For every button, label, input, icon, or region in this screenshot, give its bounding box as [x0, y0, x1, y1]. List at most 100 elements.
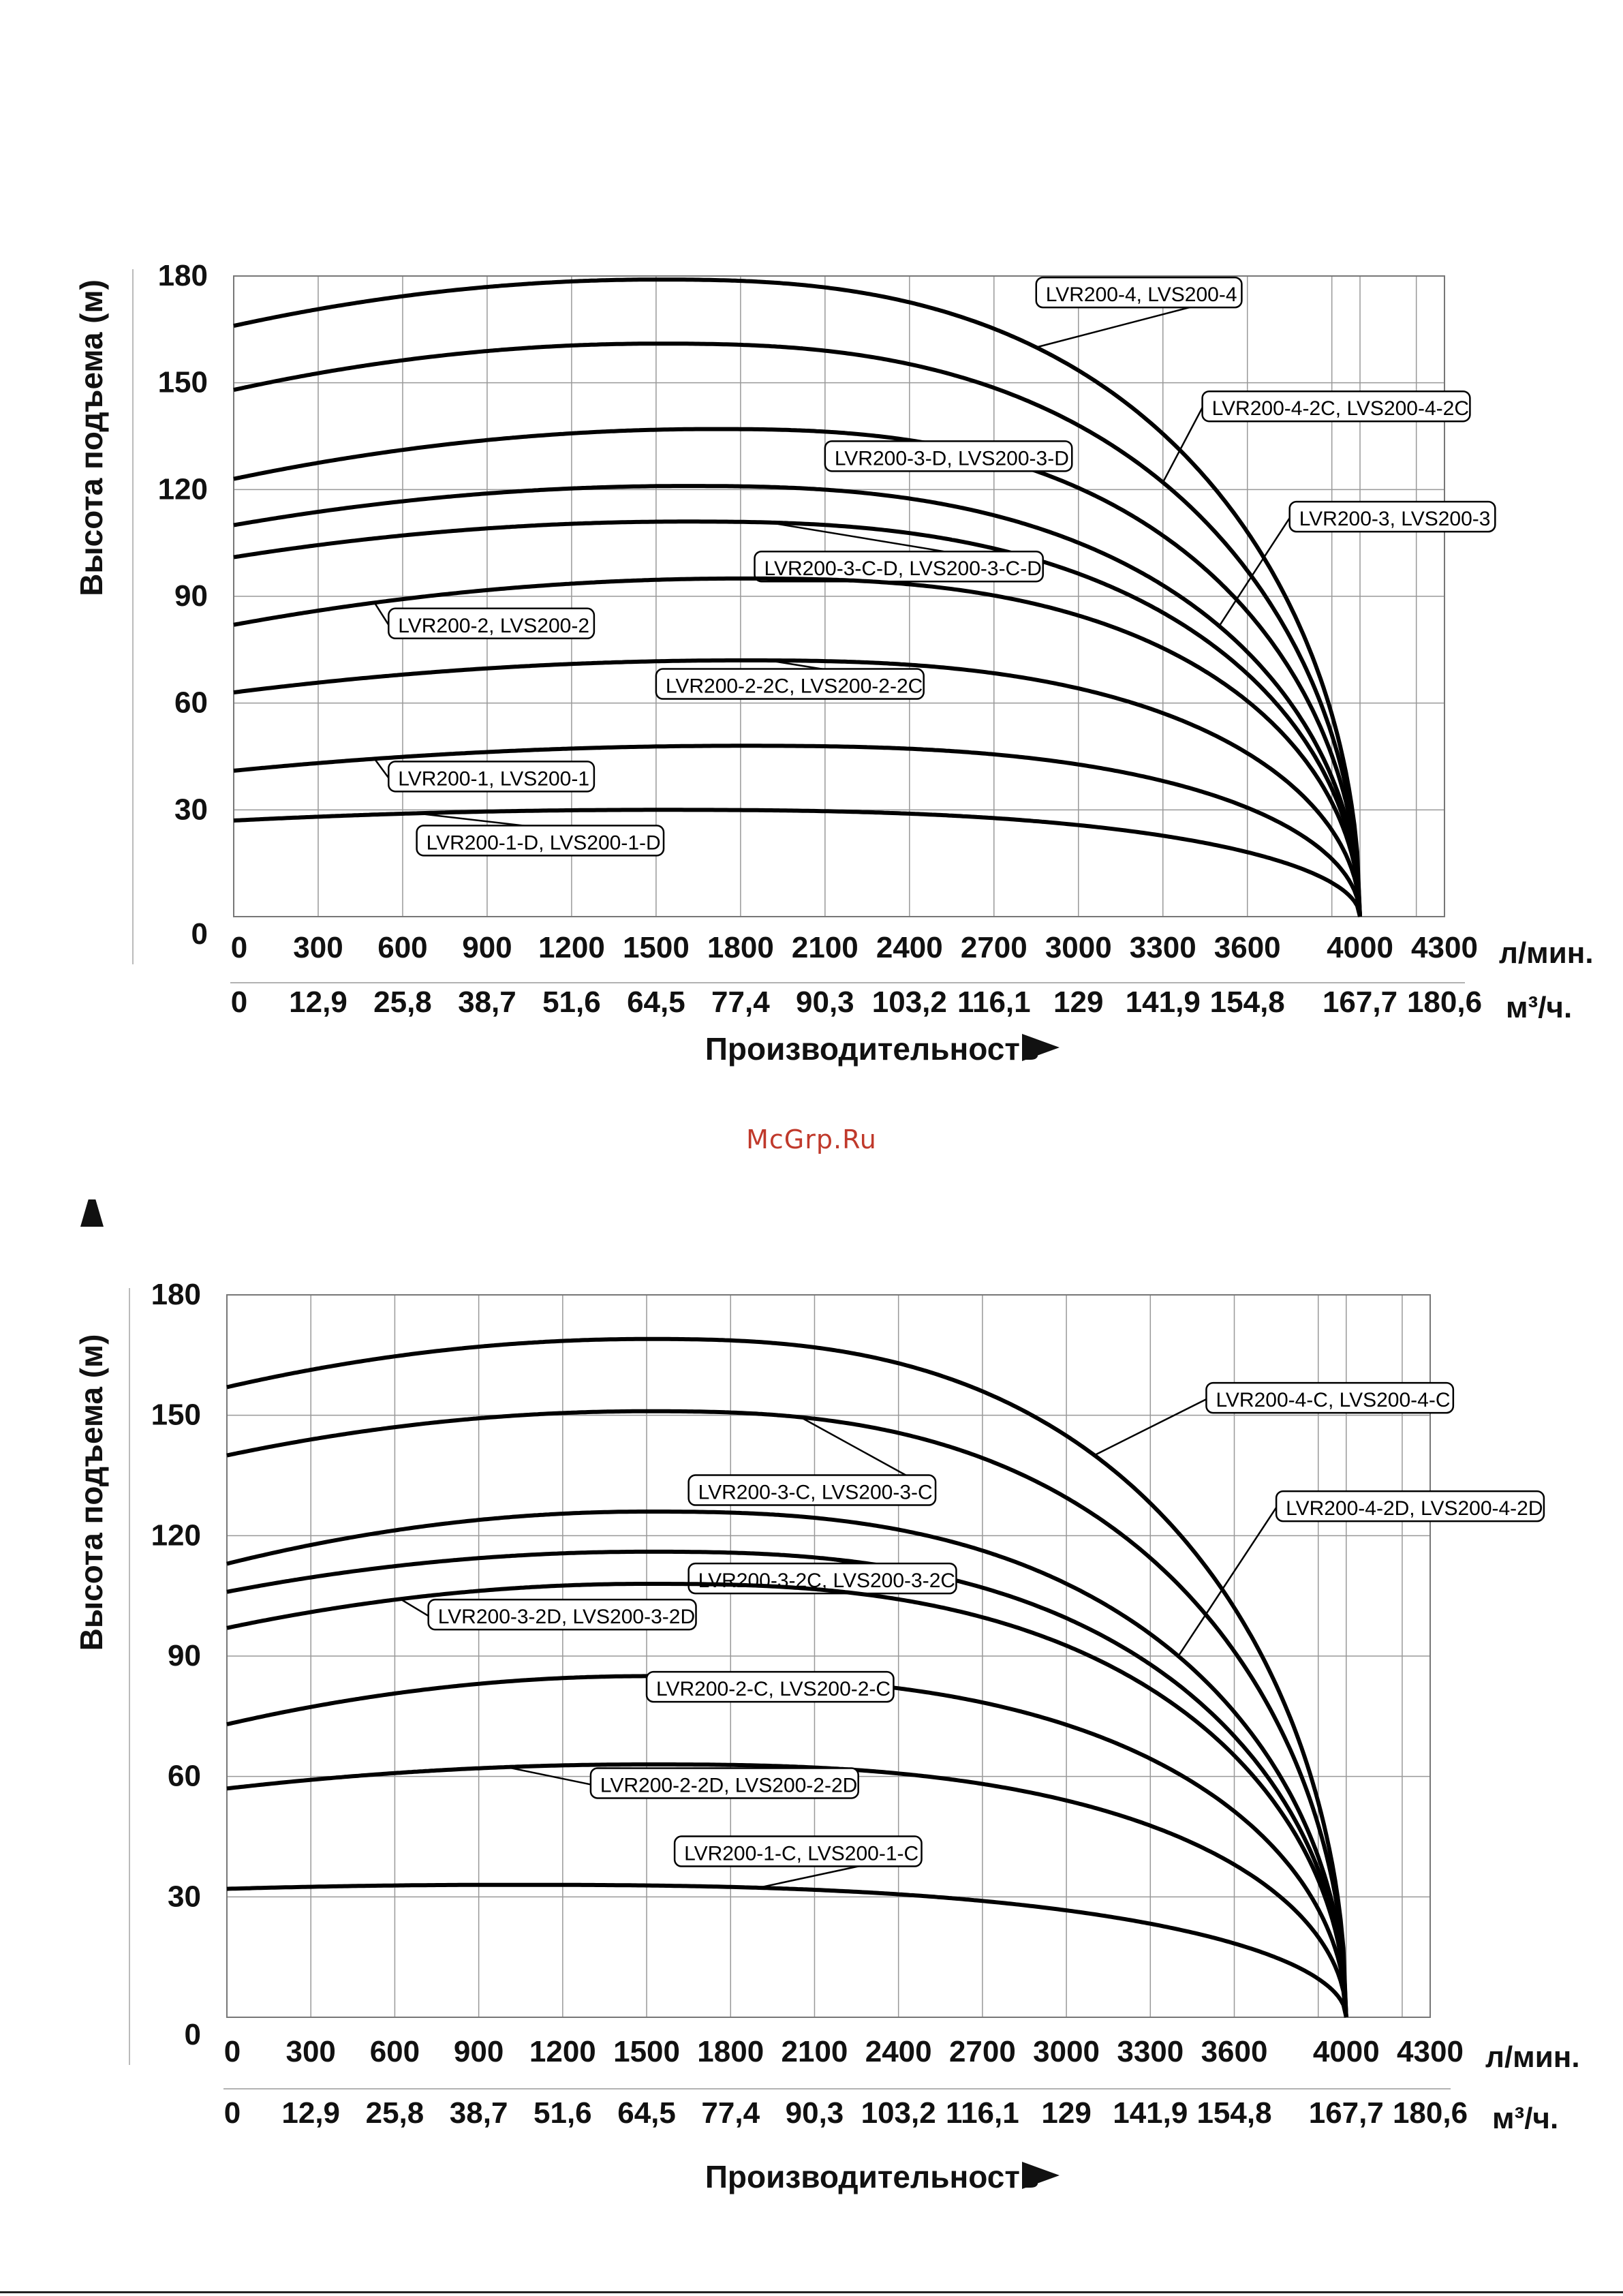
y-tick-label: 60 [174, 686, 208, 720]
series-line [226, 1336, 1348, 2018]
y-tick-label: 180 [151, 1278, 201, 1311]
y-tick-label: 90 [168, 1639, 201, 1672]
x-tick-label-lpm: 2400 [876, 931, 943, 964]
series-label-leader [1162, 407, 1203, 483]
x-tick-label-lpm: 4300 [1397, 2035, 1464, 2068]
series-line [226, 1409, 1348, 2018]
x-tick-label-lpm: 1800 [707, 931, 774, 964]
y-tick-label: 120 [151, 1518, 201, 1552]
y-tick-label: 90 [174, 579, 208, 613]
series-label: LVR200-3, LVS200-3 [1299, 508, 1491, 530]
x-tick-label-m3h: 154,8 [1196, 2096, 1271, 2130]
series-label: LVR200-3-D, LVS200-3-D [835, 447, 1069, 470]
series-label-box [427, 1598, 697, 1631]
series-label: LVR200-3-2D, LVS200-3-2D [438, 1606, 695, 1628]
series-label: LVR200-2-C, LVS200-2-C [656, 1678, 891, 1700]
x-tick-label-lpm: 4000 [1313, 2035, 1380, 2068]
x-tick-label-m3h: 141,9 [1126, 985, 1201, 1019]
x-tick-label-m3h: 116,1 [957, 985, 1031, 1019]
x-tick-label-lpm: 900 [462, 931, 512, 964]
x-tick-label-m3h: 38,7 [458, 985, 516, 1019]
series-label-box [1205, 1381, 1455, 1414]
x-tick-label-m3h: 51,6 [542, 985, 601, 1019]
series-label: LVR200-4-C, LVS200-4-C [1216, 1389, 1450, 1411]
series-label: LVR200-2-2C, LVS200-2-2C [666, 675, 923, 698]
x-tick-label-lpm: 3000 [1045, 931, 1112, 964]
x-tick-label-lpm: 3300 [1117, 2035, 1184, 2068]
x-tick-label-lpm: 4300 [1411, 931, 1478, 964]
x-tick-label-lpm: 3600 [1214, 931, 1281, 964]
x-tick-label-lpm: 1500 [623, 931, 690, 964]
series-line [233, 576, 1362, 917]
x-tick-label-m3h: 90,3 [796, 985, 854, 1019]
series-line [233, 744, 1362, 917]
series-label-box [416, 825, 665, 857]
x-tick-label-lpm: 2700 [961, 931, 1027, 964]
x-axis-arrow-icon [1022, 2162, 1060, 2189]
series-line [233, 658, 1362, 917]
x-tick-label-lpm: 1800 [697, 2035, 764, 2068]
x-tick-label-m3h: 103,2 [872, 985, 947, 1019]
x-unit-lpm: л/мин. [1499, 936, 1594, 970]
series-label: LVR200-4-2D, LVS200-4-2D [1286, 1497, 1543, 1520]
series-label-leader [373, 758, 390, 779]
series-label: LVR200-3-C, LVS200-3-C [698, 1482, 933, 1504]
plot-frame [226, 1294, 1431, 2018]
watermark-text: McGrp.Ru [746, 1124, 877, 1154]
x-axis-title: Производительность [705, 2159, 1039, 2194]
series-label-box [1288, 500, 1496, 533]
series-label-box [824, 440, 1073, 472]
x-tick-label-lpm: 0 [231, 931, 247, 964]
series-line [226, 1549, 1348, 2018]
x-tick-label-m3h: 0 [224, 2096, 241, 2130]
x-tick-label-m3h: 25,8 [373, 985, 432, 1019]
y-axis-title: Высота подъема (м) [74, 1334, 109, 1651]
page-bottom-rule [0, 2291, 1623, 2293]
x-tick-label-m3h: 154,8 [1210, 985, 1285, 1019]
y-tick-label: 0 [191, 917, 208, 951]
series-line [233, 484, 1362, 917]
y-tick-label: 60 [168, 1760, 201, 1793]
series-label-box [388, 607, 596, 640]
x-tick-label-lpm: 1200 [529, 2035, 596, 2068]
series-label-leader [506, 1766, 591, 1786]
series-label-box [388, 761, 596, 793]
x-tick-label-m3h: 167,7 [1323, 985, 1397, 1019]
x-tick-label-m3h: 167,7 [1309, 2096, 1384, 2130]
series-line [233, 277, 1362, 917]
series-label-leader [1094, 1398, 1207, 1456]
series-label-leader [1177, 1507, 1278, 1657]
series-label-leader [373, 602, 390, 626]
x-tick-label-lpm: 1200 [538, 931, 605, 964]
x-tick-label-m3h: 103,2 [861, 2096, 936, 2130]
x-tick-label-lpm: 300 [293, 931, 343, 964]
series-label-box [589, 1767, 859, 1799]
x-tick-label-m3h: 38,7 [450, 2096, 508, 2130]
x-tick-label-lpm: 2100 [792, 931, 859, 964]
y-axis-arrow-icon [80, 1199, 104, 1227]
x-tick-label-m3h: 64,5 [627, 985, 685, 1019]
x-tick-label-lpm: 4000 [1327, 931, 1393, 964]
x-tick-label-m3h: 129 [1041, 2096, 1091, 2130]
x-tick-label-m3h: 90,3 [786, 2096, 844, 2130]
x-tick-label-m3h: 77,4 [701, 2096, 760, 2130]
series-line [226, 1582, 1348, 2018]
x-tick-label-m3h: 77,4 [711, 985, 770, 1019]
x-tick-label-lpm: 0 [224, 2035, 241, 2068]
x-tick-label-m3h: 0 [231, 985, 247, 1019]
x-tick-label-lpm: 3600 [1201, 2035, 1268, 2068]
series-label-box [1275, 1490, 1545, 1522]
y-axis-title: Высота подъема (м) [74, 279, 109, 596]
series-label-box [673, 1835, 923, 1867]
x-unit-m3h: м³/ч. [1506, 991, 1572, 1024]
x-tick-label-m3h: 64,5 [617, 2096, 676, 2130]
x-tick-label-m3h: 116,1 [946, 2096, 1019, 2130]
x-tick-label-lpm: 1500 [613, 2035, 680, 2068]
series-label-box [645, 1670, 895, 1703]
x-axis-arrow-icon [1022, 1034, 1060, 1061]
series-line [233, 427, 1362, 917]
x-tick-label-lpm: 2700 [949, 2035, 1016, 2068]
x-tick-label-m3h: 180,6 [1393, 2096, 1468, 2130]
series-label: LVR200-4, LVS200-4 [1046, 284, 1237, 306]
y-tick-label: 150 [151, 1398, 201, 1432]
